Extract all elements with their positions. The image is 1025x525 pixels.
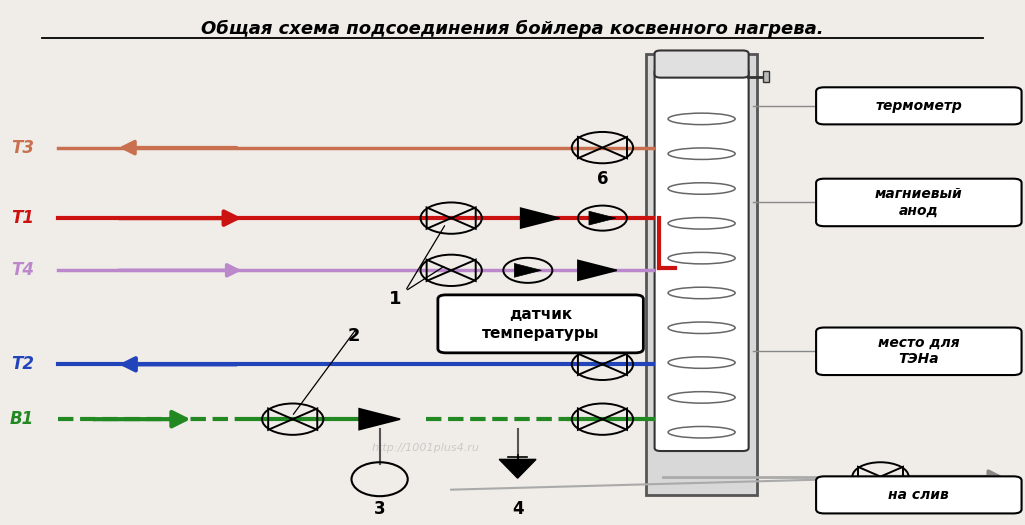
Text: 1: 1 bbox=[388, 290, 401, 308]
Text: 5: 5 bbox=[522, 294, 534, 312]
Polygon shape bbox=[589, 211, 616, 225]
Text: 2: 2 bbox=[347, 327, 361, 344]
FancyBboxPatch shape bbox=[816, 178, 1022, 226]
Text: место для
ТЭНа: место для ТЭНа bbox=[878, 336, 959, 366]
Text: Т3: Т3 bbox=[11, 139, 34, 156]
FancyBboxPatch shape bbox=[655, 50, 748, 78]
Polygon shape bbox=[499, 459, 536, 478]
FancyBboxPatch shape bbox=[647, 54, 756, 495]
Polygon shape bbox=[515, 264, 541, 277]
Text: 4: 4 bbox=[511, 500, 524, 518]
Text: Т1: Т1 bbox=[11, 209, 34, 227]
Text: Т4: Т4 bbox=[11, 261, 34, 279]
Text: на слив: на слив bbox=[889, 488, 949, 502]
Text: 3: 3 bbox=[374, 500, 385, 518]
Text: В1: В1 bbox=[10, 410, 34, 428]
FancyBboxPatch shape bbox=[655, 69, 748, 451]
Text: http://1001plus4.ru: http://1001plus4.ru bbox=[372, 443, 480, 453]
FancyBboxPatch shape bbox=[816, 87, 1022, 124]
FancyBboxPatch shape bbox=[816, 476, 1022, 513]
Polygon shape bbox=[359, 409, 400, 429]
Polygon shape bbox=[521, 208, 560, 228]
Text: Т2: Т2 bbox=[11, 355, 34, 373]
Text: термометр: термометр bbox=[875, 99, 962, 113]
Text: датчик
температуры: датчик температуры bbox=[482, 307, 600, 341]
FancyBboxPatch shape bbox=[438, 295, 644, 353]
Text: Общая схема подсоединения бойлера косвенного нагрева.: Общая схема подсоединения бойлера косвен… bbox=[201, 19, 824, 38]
Text: 6: 6 bbox=[597, 170, 608, 188]
Text: магниевый
анод: магниевый анод bbox=[875, 187, 962, 217]
FancyBboxPatch shape bbox=[763, 71, 769, 82]
Polygon shape bbox=[578, 260, 617, 280]
FancyBboxPatch shape bbox=[816, 328, 1022, 375]
